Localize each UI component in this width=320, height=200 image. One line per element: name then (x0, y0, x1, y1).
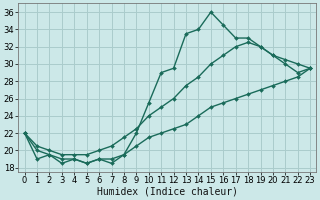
X-axis label: Humidex (Indice chaleur): Humidex (Indice chaleur) (97, 187, 238, 197)
